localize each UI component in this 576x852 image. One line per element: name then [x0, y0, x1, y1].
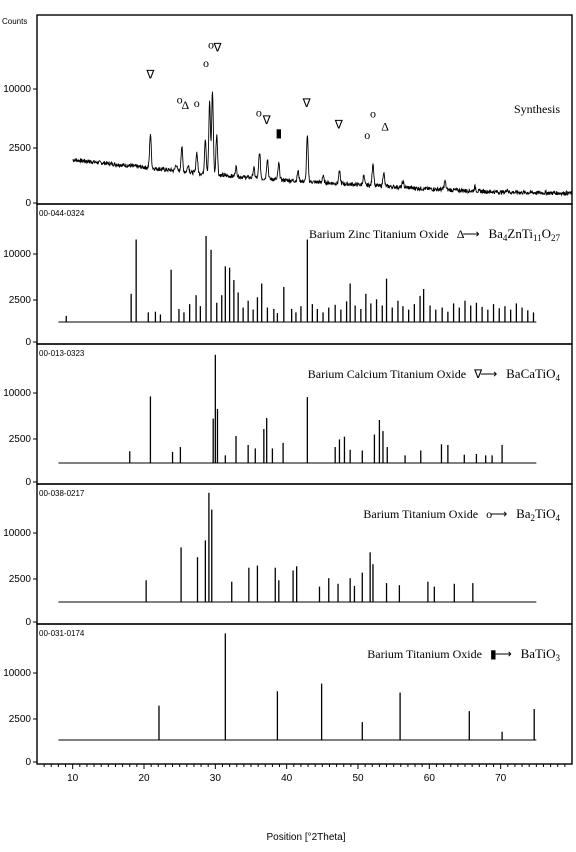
- reference-code: 00-031-0174: [39, 629, 85, 638]
- arrow-icon: ⟶: [462, 227, 479, 241]
- phase-label: Barium Calcium Titanium Oxide ∇: [308, 367, 483, 381]
- y-tick-label: 2500: [9, 295, 32, 306]
- arrow-icon: ⟶: [490, 507, 507, 521]
- phase-marker: o: [203, 56, 209, 70]
- reference-code: 00-044-0324: [39, 209, 85, 218]
- y-tick-label: 0: [25, 198, 31, 209]
- x-tick-label: 70: [495, 773, 507, 784]
- y-tick-label: 0: [25, 477, 31, 488]
- phase-label: Barium Titanium Oxide o: [363, 507, 492, 521]
- phase-marker: o: [364, 128, 370, 142]
- panel-ba2tio4: 0 2500 10000 00-038-0217 Barium Titanium Oxi…: [3, 483, 573, 628]
- phase-marker: ∇: [212, 41, 222, 55]
- phase-marker: ▮: [276, 126, 283, 140]
- y-tick-label: 0: [25, 757, 31, 768]
- phase-marker: o: [194, 96, 200, 110]
- arrow-icon: ⟶: [480, 367, 497, 381]
- phase-formula: BaTiO3: [521, 646, 561, 663]
- x-tick-label: 40: [281, 773, 293, 784]
- reference-code: 00-013-0323: [39, 349, 85, 358]
- panel-frame: [36, 483, 573, 625]
- x-tick-label: 10: [67, 773, 79, 784]
- panel-batio3: 0 2500 10000 00-031-0174 Barium Titanium Oxi…: [3, 623, 573, 768]
- phase-label: Synthesis: [514, 102, 560, 116]
- panel-bacatio4: 0 2500 10000 00-013-0323 Barium Calcium Tita…: [3, 343, 573, 488]
- panel-frame: [36, 623, 573, 765]
- panel-frame: [36, 203, 573, 345]
- reference-code: 00-038-0217: [39, 489, 85, 498]
- y-tick-label: 0: [25, 337, 31, 348]
- phase-marker: o: [208, 37, 214, 51]
- x-axis-label: Position [°2Theta]: [266, 832, 345, 843]
- phase-label: Barium Titanium Oxide ▮: [367, 647, 496, 661]
- phase-marker: o: [370, 107, 376, 121]
- phase-formula: Ba2TiO4: [516, 506, 560, 523]
- panel-ba4zn: 0 2500 10000 00-044-0324 Barium Zinc Titaniu…: [3, 203, 573, 348]
- x-tick-label: 60: [424, 773, 436, 784]
- synthesis-profile-line: [72, 91, 573, 197]
- phase-formula: Ba4ZnTi11O27: [488, 226, 560, 243]
- phase-marker: o: [256, 106, 262, 120]
- y-tick-label: 0: [25, 617, 31, 628]
- phase-marker: ∇: [145, 68, 155, 82]
- y-tick-label: 2500: [9, 143, 32, 154]
- y-tick-label: 10000: [3, 84, 31, 95]
- phase-marker: Δ: [182, 98, 190, 112]
- phase-label: Barium Zinc Titanium Oxide Δ: [309, 227, 465, 241]
- phase-marker: o: [177, 93, 183, 107]
- x-tick-label: 30: [210, 773, 222, 784]
- y-tick-label: 10000: [3, 388, 31, 399]
- y-axis-label: Counts: [2, 17, 27, 26]
- phase-marker: ∇: [302, 96, 312, 110]
- phase-marker: ∇: [262, 113, 272, 127]
- y-tick-label: 10000: [3, 249, 31, 260]
- x-axis: Position [°2Theta] 10 20 30 40 50 60 70: [43, 764, 566, 843]
- x-tick-label: 50: [352, 773, 364, 784]
- x-tick-label: 20: [138, 773, 150, 784]
- phase-marker: Δ: [381, 120, 389, 134]
- arrow-icon: ⟶: [495, 647, 512, 661]
- phase-formula: BaCaTiO4: [506, 366, 560, 383]
- y-tick-label: 2500: [9, 714, 32, 725]
- phase-marker: ∇: [334, 117, 344, 131]
- y-tick-label: 2500: [9, 574, 32, 585]
- y-tick-label: 10000: [3, 668, 31, 679]
- y-tick-label: 2500: [9, 434, 32, 445]
- y-tick-label: 10000: [3, 528, 31, 539]
